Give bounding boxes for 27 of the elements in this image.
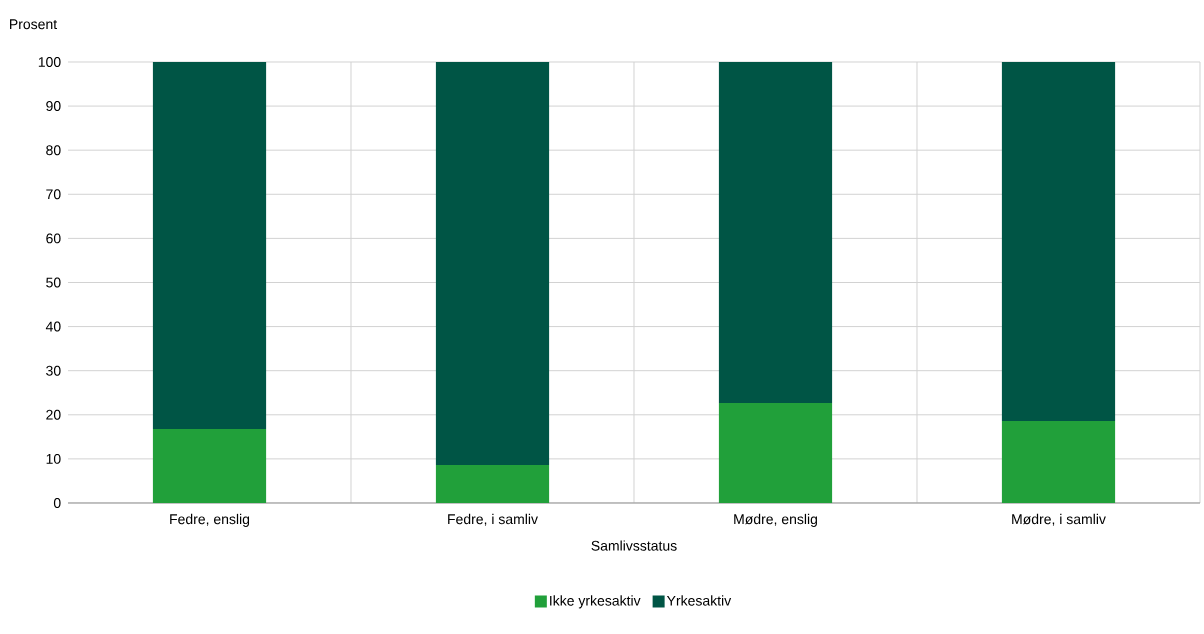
x-tick-label: Mødre, enslig bbox=[734, 513, 817, 527]
bar bbox=[435, 465, 550, 503]
y-tick-label: 60 bbox=[46, 233, 61, 244]
y-tick-label: 100 bbox=[38, 57, 61, 67]
y-tick-label: 90 bbox=[46, 101, 61, 112]
bar bbox=[718, 402, 833, 503]
y-tick-label: 0 bbox=[53, 498, 61, 508]
y-tick-label: 50 bbox=[46, 277, 61, 288]
bar bbox=[718, 61, 833, 403]
bar bbox=[152, 428, 267, 503]
bar bbox=[435, 61, 550, 466]
legend-label: Ikke yrkesaktiv bbox=[550, 595, 641, 609]
x-tick-label: Mødre, i samliv bbox=[1012, 513, 1106, 526]
y-tick-label: 20 bbox=[46, 409, 61, 420]
y-tick-label: 40 bbox=[45, 321, 61, 332]
x-axis-title: Samlivsstatus bbox=[591, 540, 677, 551]
y-tick-label: 80 bbox=[46, 145, 61, 156]
bar bbox=[1001, 61, 1116, 421]
y-tick-label: 10 bbox=[46, 453, 61, 464]
x-tick-label: Fedre, enslig bbox=[170, 513, 250, 527]
y-tick-label: 70 bbox=[46, 189, 61, 200]
bar bbox=[1001, 420, 1116, 503]
x-tick-label: Fedre, i samliv bbox=[448, 513, 538, 526]
legend-label: Yrkesaktiv bbox=[666, 595, 732, 606]
y-axis-title: Prosent bbox=[10, 19, 58, 30]
y-tick-label: 30 bbox=[46, 365, 61, 376]
bar bbox=[152, 61, 267, 429]
